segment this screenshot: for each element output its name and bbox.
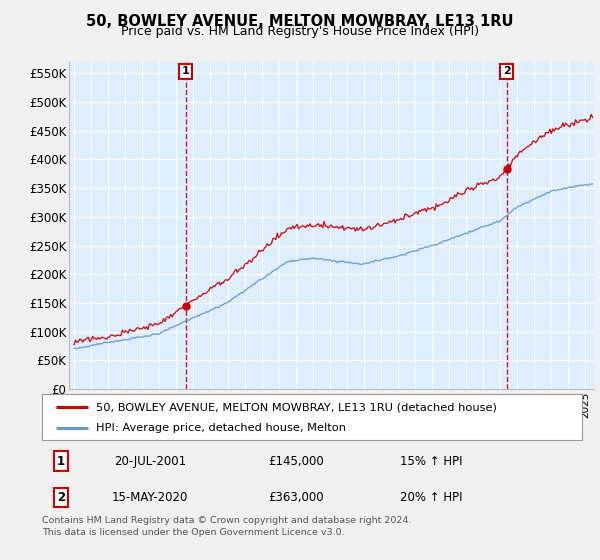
Text: 20% ↑ HPI: 20% ↑ HPI xyxy=(400,491,462,504)
Text: Price paid vs. HM Land Registry's House Price Index (HPI): Price paid vs. HM Land Registry's House … xyxy=(121,25,479,38)
Text: 50, BOWLEY AVENUE, MELTON MOWBRAY, LE13 1RU (detached house): 50, BOWLEY AVENUE, MELTON MOWBRAY, LE13 … xyxy=(96,403,497,413)
Text: 1: 1 xyxy=(57,455,65,468)
Text: £145,000: £145,000 xyxy=(268,455,323,468)
Text: 50, BOWLEY AVENUE, MELTON MOWBRAY, LE13 1RU: 50, BOWLEY AVENUE, MELTON MOWBRAY, LE13 … xyxy=(86,14,514,29)
Text: 15-MAY-2020: 15-MAY-2020 xyxy=(112,491,188,504)
Text: HPI: Average price, detached house, Melton: HPI: Average price, detached house, Melt… xyxy=(96,423,346,433)
Text: Contains HM Land Registry data © Crown copyright and database right 2024.: Contains HM Land Registry data © Crown c… xyxy=(42,516,412,525)
Text: This data is licensed under the Open Government Licence v3.0.: This data is licensed under the Open Gov… xyxy=(42,528,344,536)
Text: 1: 1 xyxy=(182,67,190,76)
Text: 20-JUL-2001: 20-JUL-2001 xyxy=(114,455,186,468)
Text: 15% ↑ HPI: 15% ↑ HPI xyxy=(400,455,462,468)
Text: 2: 2 xyxy=(503,67,511,76)
Text: £363,000: £363,000 xyxy=(268,491,323,504)
Text: 2: 2 xyxy=(57,491,65,504)
